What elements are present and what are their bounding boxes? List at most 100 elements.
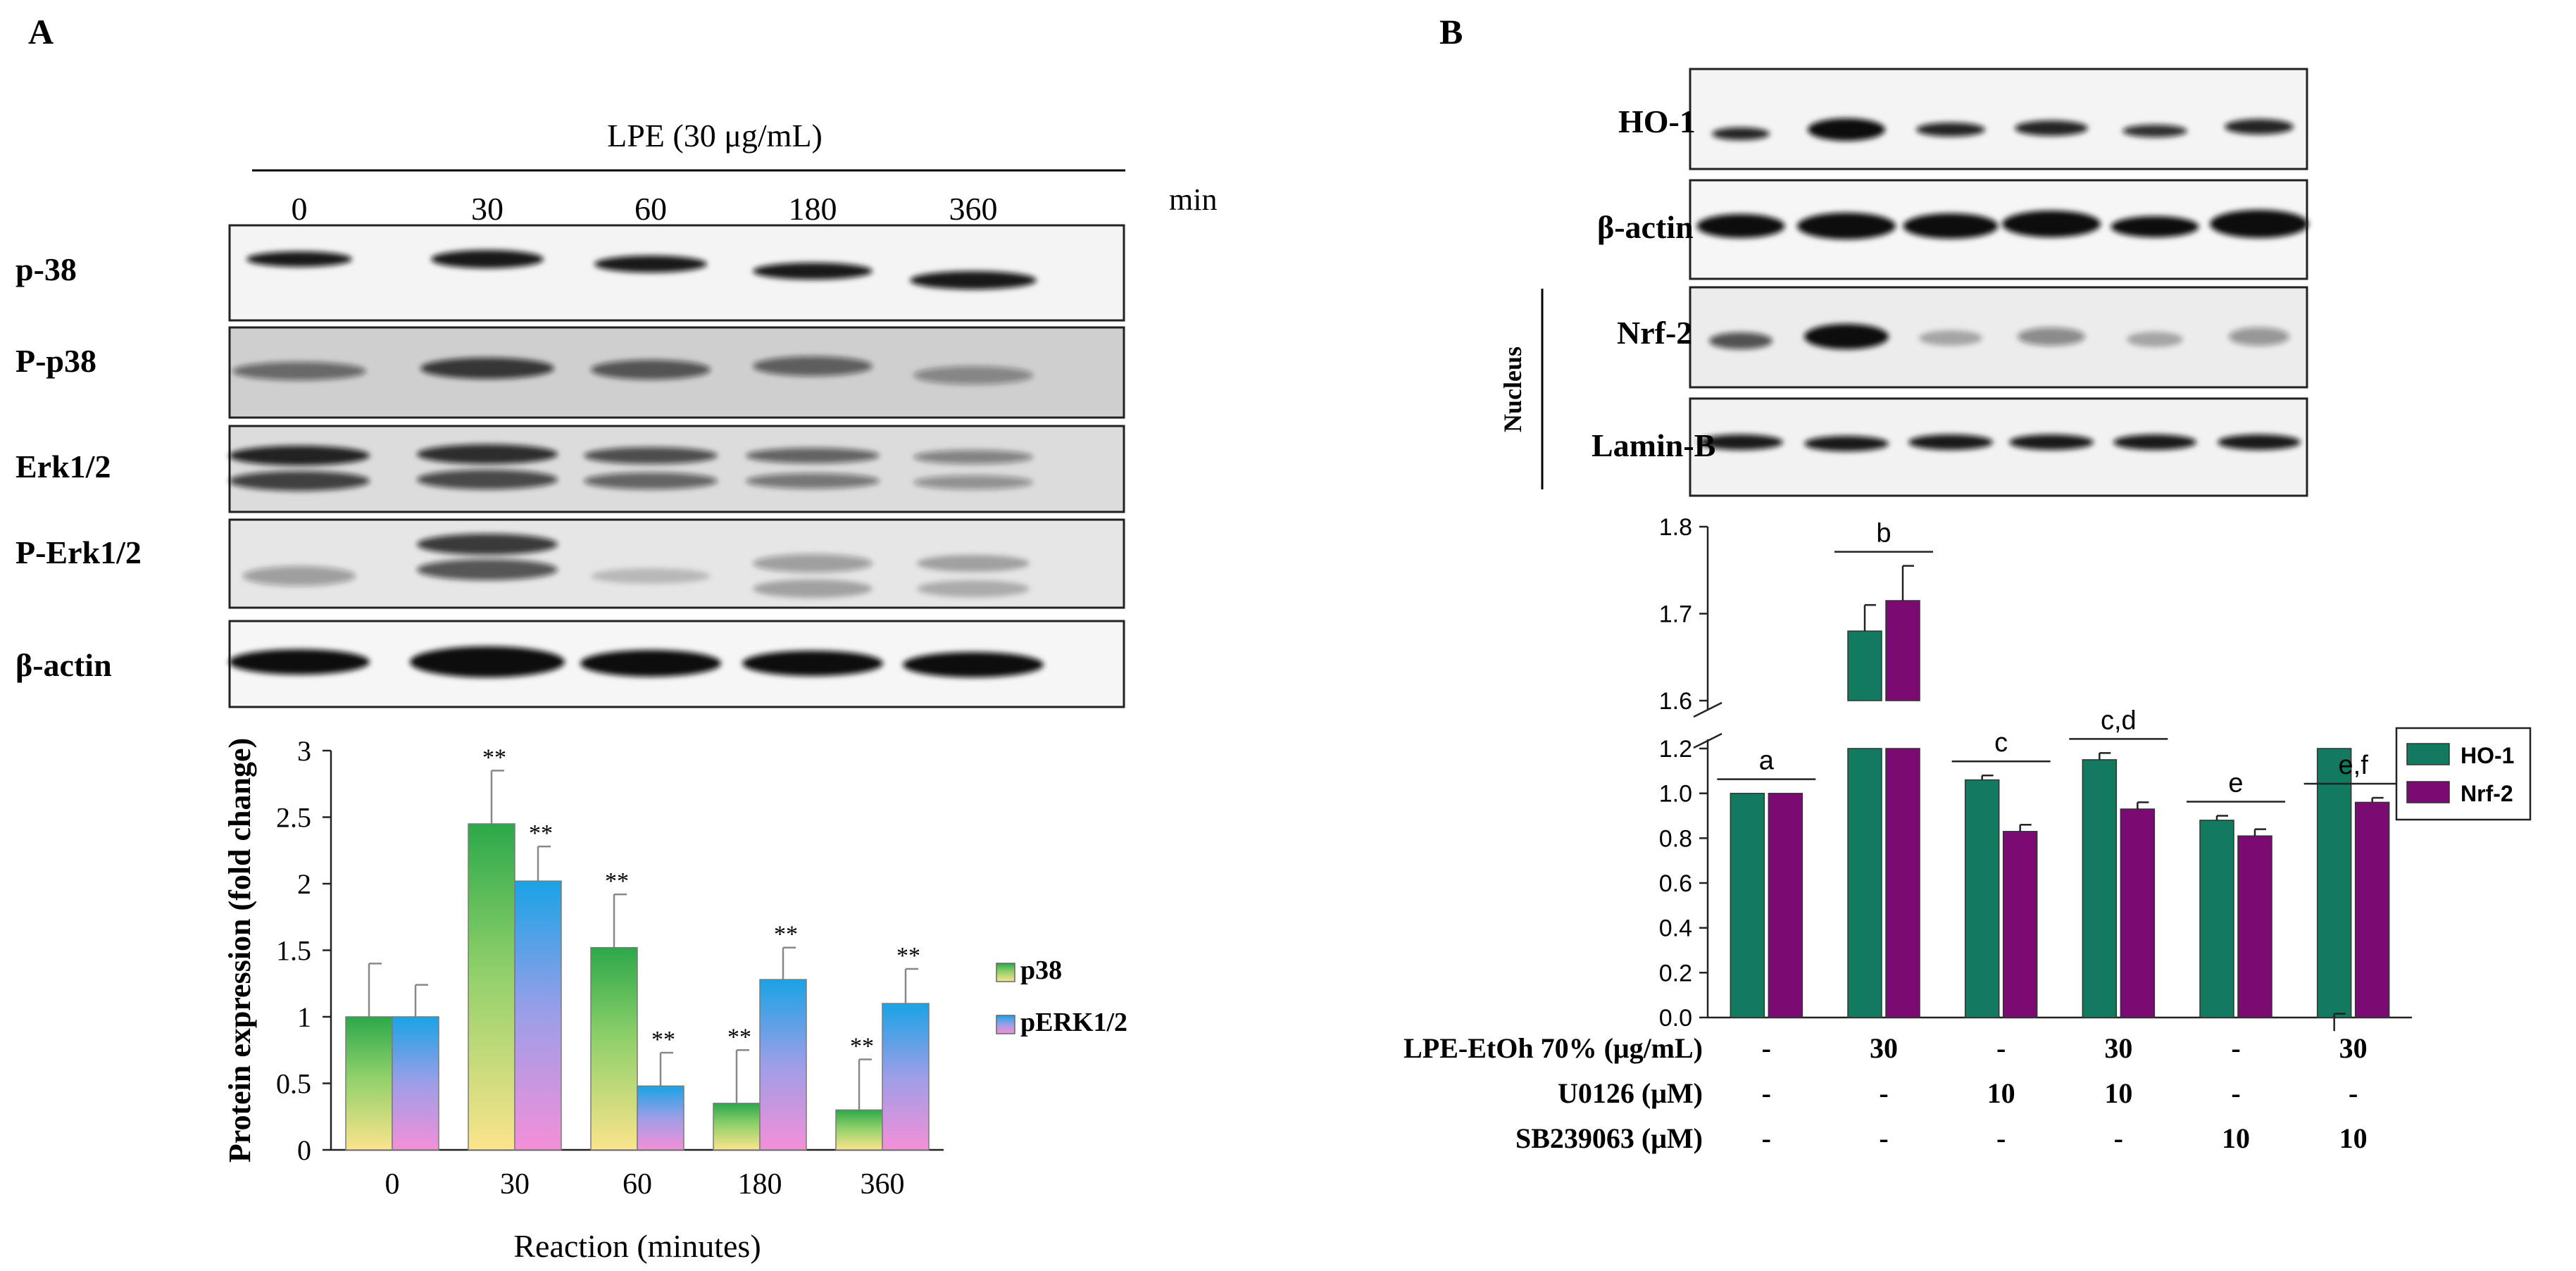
bar-p38: [468, 823, 515, 1151]
bar-ho-1: [2316, 748, 2352, 1018]
blot-band: [753, 356, 873, 376]
blot-label-p-38: p-38: [15, 251, 77, 287]
bar-ho-1: [1964, 779, 2000, 1018]
blot-label-actin: β-actin: [15, 647, 112, 683]
bar-ho-1: [2082, 759, 2118, 1018]
blot-band: [746, 473, 880, 489]
x-tick-label: 360: [861, 1168, 905, 1201]
y-tick-label: 0.4: [1659, 915, 1692, 942]
bar-p38: [713, 1103, 761, 1151]
x-tick-label: 30: [500, 1168, 530, 1201]
y-tick-label: 0.6: [1659, 870, 1692, 897]
blot-band: [580, 650, 721, 677]
blot-band: [243, 566, 356, 586]
timepoint-label: 0: [292, 191, 308, 227]
blot-band: [2015, 120, 2088, 136]
legend-label-perk1-2: pERK1/2: [1020, 1008, 1127, 1037]
significance-mark: **: [529, 820, 553, 846]
condition-value: -: [1762, 1077, 1771, 1109]
legend-label-nrf-2: Nrf-2: [2461, 781, 2513, 806]
blot-band: [903, 652, 1044, 677]
timepoint-labels: 0 30 60 180 360: [292, 191, 998, 227]
x-axis-label: Reaction (minutes): [513, 1228, 761, 1264]
y-tick-label: 0.5: [276, 1068, 311, 1100]
bar-nrf-2: [1885, 748, 1920, 1018]
timepoint-label: 60: [634, 191, 667, 227]
bar-nrf-2: [2002, 831, 2038, 1018]
blot-band: [2229, 327, 2289, 346]
blot-band: [1712, 127, 1770, 140]
y-tick-label: 2: [297, 868, 311, 900]
blot-box: [228, 425, 1125, 513]
blot-band: [417, 470, 558, 489]
blot-band: [913, 366, 1033, 384]
significance-mark: **: [605, 868, 629, 894]
condition-value: -: [1879, 1077, 1888, 1109]
blot-band: [2127, 332, 2183, 347]
condition-value: -: [1996, 1032, 2006, 1064]
significance-mark: **: [896, 943, 920, 969]
blot-label-erk1-2: Erk1/2: [15, 449, 111, 484]
bar-perk1-2: [392, 1016, 439, 1151]
blot-band: [229, 649, 370, 675]
blot-band: [1903, 213, 1999, 239]
blot-band: [417, 444, 558, 464]
y-tick-label: 1.5: [276, 935, 311, 967]
blot-band: [232, 362, 366, 380]
blot-band: [746, 448, 880, 463]
condition-value: -: [1762, 1122, 1771, 1154]
blot-band: [753, 263, 873, 280]
y-tick-label: 0.0: [1659, 1005, 1692, 1032]
blot-band: [420, 358, 554, 379]
y-tick-label: 1.0: [1659, 781, 1692, 808]
time-unit-label: min: [1169, 182, 1217, 217]
condition-value: -: [2231, 1077, 2240, 1109]
group-letter: e,f: [2339, 751, 2369, 780]
condition-value: 30: [2339, 1032, 2368, 1064]
blot-band: [1908, 434, 1993, 450]
blot-band: [410, 646, 565, 677]
significance-mark: **: [727, 1024, 751, 1050]
significance-mark: **: [482, 744, 506, 770]
y-tick-label: 1: [297, 1001, 311, 1033]
blot-labels-a: p-38 P-p38 Erk1/2 P-Erk1/2 β-actin: [15, 251, 142, 683]
blot-band: [417, 534, 558, 555]
blot-band: [229, 446, 370, 465]
blot-band: [1804, 436, 1889, 451]
blot-band: [584, 472, 718, 489]
condition-value: 10: [2339, 1122, 2368, 1154]
group-letter: a: [1759, 746, 1775, 776]
blot-band: [229, 471, 370, 491]
blot-band: [584, 447, 718, 464]
blot-band: [417, 559, 558, 580]
group-letter: c,d: [2101, 706, 2137, 735]
blot-box: [1689, 68, 2308, 170]
blot-band: [2113, 434, 2196, 450]
chart-a: 00.511.522.530 30****60****180****360****…: [223, 735, 1127, 1264]
bar-p38: [590, 946, 638, 1151]
x-tick-label: 180: [738, 1168, 782, 1201]
condition-value: -: [2114, 1122, 2123, 1154]
legend-swatch-p38: [996, 963, 1015, 982]
blot-band: [2002, 211, 2101, 237]
blot-label-actin: β-actin: [1597, 209, 1694, 245]
blot-band: [753, 580, 873, 598]
blot-label-nrf-2: Nrf-2: [1617, 315, 1692, 351]
blot-band: [910, 271, 1037, 289]
bar-perk1-2: [882, 1003, 930, 1151]
condition-value: -: [1879, 1122, 1888, 1154]
y-tick-label: 1.7: [1659, 601, 1692, 628]
legend-swatch-ho-1: [2406, 743, 2450, 765]
blot-band: [2018, 327, 2085, 346]
bar-ho-1: [2199, 820, 2234, 1018]
blot-box: [1689, 397, 2308, 497]
y-tick-label: 0.8: [1659, 825, 1692, 852]
blot-band: [1916, 123, 1985, 137]
significance-mark: **: [850, 1033, 874, 1059]
x-tick-label: 60: [623, 1168, 652, 1201]
bar-nrf-2: [2120, 808, 2156, 1018]
blot-band: [913, 450, 1033, 464]
timepoint-label: 180: [789, 191, 837, 227]
blot-band: [246, 251, 352, 267]
